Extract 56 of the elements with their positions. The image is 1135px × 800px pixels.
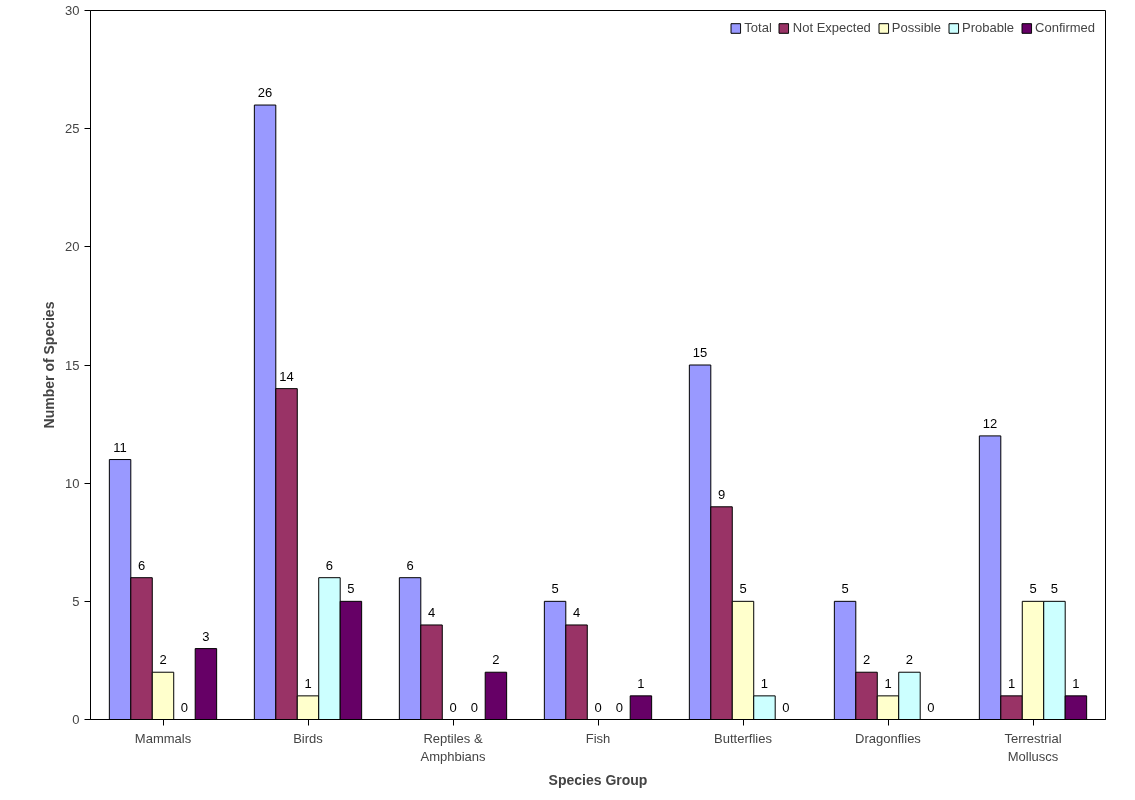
data-label: 2	[905, 652, 914, 668]
data-label: 1	[884, 675, 892, 691]
x-tick-label: Fish	[585, 730, 611, 746]
legend-label: Probable	[961, 20, 1015, 35]
y-tick-label: 5	[72, 593, 80, 609]
x-tick-label: Terrestrial Molluscs	[1004, 730, 1062, 764]
data-label: 2	[492, 652, 500, 668]
data-label: 5	[739, 581, 747, 597]
legend-label: Confirmed	[1035, 20, 1095, 35]
x-tick-label: Reptiles & Amphbians	[420, 730, 487, 764]
x-tick-label: Dragonflies	[855, 730, 922, 746]
data-label: 6	[406, 557, 414, 573]
data-label: 2	[862, 652, 871, 668]
x-tick-label: Mammals	[134, 730, 192, 746]
data-label: 9	[717, 486, 726, 502]
data-label: 12	[982, 415, 998, 431]
data-label: 1	[637, 675, 645, 691]
x-axis-title: Species Group	[548, 771, 648, 788]
data-label: 2	[159, 652, 167, 668]
data-label: 11	[113, 439, 127, 455]
y-tick-label: 20	[65, 239, 80, 255]
data-label: 4	[572, 604, 581, 620]
x-tick-label: Birds	[293, 730, 324, 746]
data-label: 0	[180, 699, 189, 715]
data-label: 0	[594, 699, 602, 715]
data-label: 5	[551, 581, 559, 597]
data-label: 5	[841, 581, 849, 597]
data-label: 26	[257, 85, 273, 101]
y-tick-label: 0	[72, 712, 80, 727]
y-axis-title: Number of Species	[41, 301, 58, 429]
data-label: 15	[692, 345, 708, 360]
data-label: 0	[782, 699, 790, 715]
y-tick-label: 30	[65, 3, 80, 18]
data-label: 5	[1029, 581, 1037, 597]
data-label: 1	[1007, 675, 1016, 691]
y-tick-label: 10	[65, 475, 80, 491]
y-tick-label: 15	[65, 357, 80, 373]
data-label: 6	[325, 557, 334, 573]
legend-label: Not Expected	[792, 20, 871, 35]
data-label: 0	[927, 699, 935, 715]
data-label: 0	[470, 699, 479, 715]
data-label: 0	[449, 699, 457, 715]
legend-label: Total	[744, 20, 772, 35]
x-tick-label: Butterflies	[714, 730, 773, 746]
data-label: 1	[760, 675, 769, 691]
data-label: 1	[304, 675, 312, 691]
legend-label: Possible	[891, 20, 941, 35]
data-label: 5	[347, 581, 355, 597]
data-label: 14	[279, 368, 294, 384]
y-tick-label: 25	[65, 121, 80, 137]
data-label: 5	[1050, 581, 1059, 597]
data-label: 3	[202, 628, 210, 644]
data-label: 1	[1072, 675, 1080, 691]
data-label: 0	[615, 699, 624, 715]
data-label: 4	[427, 604, 436, 620]
data-label: 6	[137, 557, 146, 573]
